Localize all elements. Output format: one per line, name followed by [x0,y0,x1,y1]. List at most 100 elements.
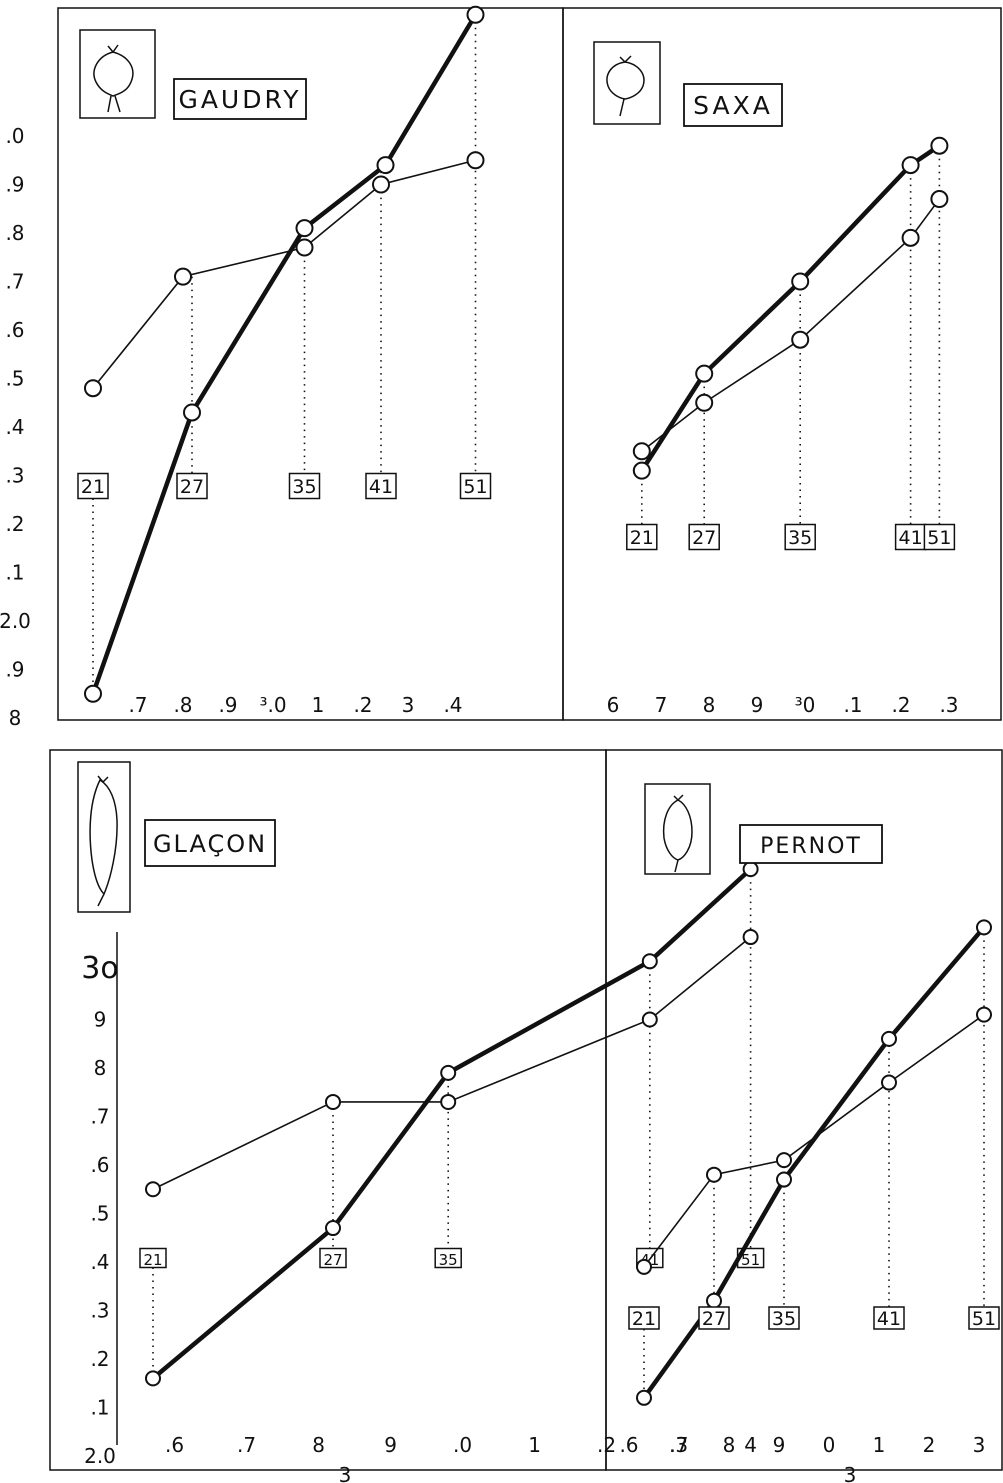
data-point [742,929,759,946]
y-tick-label: .2 [5,512,24,536]
sample-label-text: 27 [180,476,204,498]
sample-label-box [288,472,321,500]
data-point [84,379,102,398]
data-point [776,1171,792,1188]
sample-label-text: 41 [369,476,393,498]
data-point [632,461,651,480]
x-tick-label: 6 [607,693,620,717]
x-tick-label: 0 [823,1433,836,1457]
data-point [791,272,810,291]
x-tick-label: 4 [744,1433,757,1457]
panel-gaudry: GAUDRY 8 .9 2.0 .1 .2 .3 .4 .5 .6 .7 .8 .9 .0 .7 .8 .9… [0,5,564,730]
x-tick-label: 9 [773,1433,786,1457]
x-tick-label: .0 [453,1433,472,1457]
panel-saxa: SAXA 6 7 8 9 ³0 .1 .2 .3 21 27 35 41 51 [562,7,1002,721]
thumbnail-gaudry-icon [79,29,156,119]
chart-title: GAUDRY [178,85,301,114]
y-tick-label: .5 [90,1202,109,1226]
x-tick-label: 9 [751,693,764,717]
sample-label-text: 51 [741,1251,760,1269]
sample-label-box [434,1247,462,1269]
y-tick-label: 2.0 [0,609,31,633]
x-tick-label: 3 [973,1433,986,1457]
data-point [976,1006,992,1023]
sample-label-box [139,1247,167,1269]
y-tick-label: .5 [5,367,24,391]
sample-label-box [459,472,492,500]
y-tick-label: .1 [90,1396,109,1420]
sample-label-text: 35 [292,476,316,498]
data-point [174,267,192,286]
data-point [976,919,992,936]
sample-label-text: 21 [630,527,654,549]
data-point [641,953,658,970]
sample-label-box [784,523,816,551]
y-tick-label: .1 [5,561,24,585]
y-tick-label: 3o [81,951,118,986]
sample-label-box [77,472,109,500]
sample-label: 21 [628,1306,660,1330]
data-point [376,156,395,175]
sample-label-box [628,1306,660,1330]
thumbnail-glacon-icon [77,761,131,913]
sample-label: 27 [688,523,720,551]
title-box [144,819,276,867]
data-point [930,136,949,155]
x-tick-label: 8 [312,1433,325,1457]
thin-series-line [641,198,941,452]
sample-label-box [176,472,208,500]
y-tick-label: .7 [90,1105,109,1129]
sample-label-text: 27 [692,527,716,549]
x-tick-label: .7 [237,1433,256,1457]
data-point [632,442,651,461]
x-tick-label: .3 [669,1433,688,1457]
chart-title: GLAÇON [153,830,267,858]
data-point [791,330,810,349]
y-tick-label: .6 [5,318,24,342]
y-tick-label: .4 [5,415,24,439]
panel-frame [562,7,1002,721]
panel-glacon: GLAÇON 3 2.0 .1 .2 .3 .4 .5 .6 .7 8 9 3o .6 .7 8 9 .0 1… [49,749,765,1483]
thick-series-line [151,867,753,1381]
data-point [706,1166,722,1183]
x-axis-sublabel: 3 [339,1463,352,1483]
y-tick-label: 8 [94,1056,107,1080]
thin-series-line [152,936,752,1190]
sample-label: 51 [736,1247,765,1269]
data-point [881,1030,897,1047]
y-tick-label: 9 [94,1008,107,1032]
data-point [641,1011,658,1028]
sample-label-text: 51 [463,476,487,498]
y-tick-label: .8 [5,221,24,245]
x-tick-label: 8 [723,1433,736,1457]
sample-label-box [873,1306,905,1330]
y-tick-label: .9 [5,173,24,197]
x-tick-label: .2 [353,693,372,717]
x-tick-label: .2 [891,693,910,717]
data-point [295,219,314,238]
sample-label-text: 27 [702,1308,726,1330]
data-point [706,1292,722,1309]
data-point [183,403,201,422]
x-tick-label: .7 [669,1433,688,1457]
sample-label: 27 [698,1306,730,1330]
x-tick-label: 1 [873,1433,886,1457]
x-tick-label: 1 [312,693,325,717]
data-point [695,393,714,412]
sample-label: 35 [288,472,321,500]
sample-label-box [968,1306,1000,1330]
thick-series-line [639,143,941,472]
chart-title: PERNOT [760,834,862,859]
title-box [683,83,783,127]
x-tick-label: 3 [402,693,415,717]
x-tick-label: ³0 [795,693,816,717]
chart-title: SAXA [693,91,773,120]
y-tick-label: .7 [5,270,24,294]
y-tick-label: .2 [90,1347,109,1371]
sample-label-box [626,523,658,551]
y-tick-label: .3 [5,464,24,488]
thumbnail-saxa-icon [593,41,661,125]
data-point [440,1064,457,1081]
data-point [930,190,949,209]
